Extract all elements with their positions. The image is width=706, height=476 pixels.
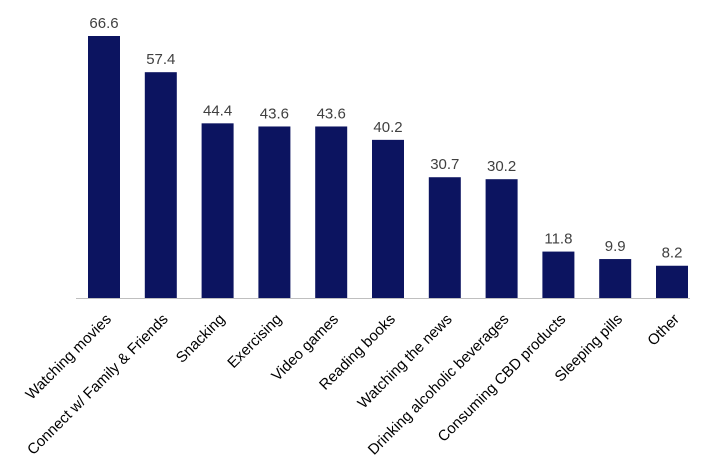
bars-group: [88, 36, 688, 298]
bar: [656, 265, 688, 298]
data-label: 9.9: [605, 238, 626, 255]
bar: [258, 126, 291, 298]
bar: [485, 179, 518, 298]
data-label: 40.2: [373, 119, 402, 136]
bar: [599, 259, 632, 298]
bar: [542, 251, 575, 298]
data-label: 44.4: [203, 102, 232, 119]
category-tick-label: Snacking: [173, 311, 229, 367]
bar: [201, 123, 234, 298]
data-label: 11.8: [544, 231, 572, 248]
data-label: 30.7: [430, 156, 459, 173]
data-label: 57.4: [146, 51, 175, 68]
value-labels-group: 66.6 57.4 44.4 43.6 43.6 40.2 30.7 30.2 11.8 9.9 8…: [89, 15, 682, 262]
data-label: 43.6: [260, 105, 289, 122]
data-label: 43.6: [317, 105, 346, 122]
bar: [372, 139, 404, 298]
category-tick-label: Other: [644, 311, 683, 350]
data-label: 30.2: [487, 158, 516, 175]
bar: [144, 72, 177, 298]
bar: [88, 36, 120, 298]
category-tick-label: Exercising: [224, 311, 285, 372]
bar: [428, 177, 461, 298]
category-tick-label: Watching the news: [354, 311, 455, 412]
data-label: 8.2: [662, 245, 683, 262]
bar: [315, 126, 348, 298]
data-label: 66.6: [89, 15, 118, 32]
